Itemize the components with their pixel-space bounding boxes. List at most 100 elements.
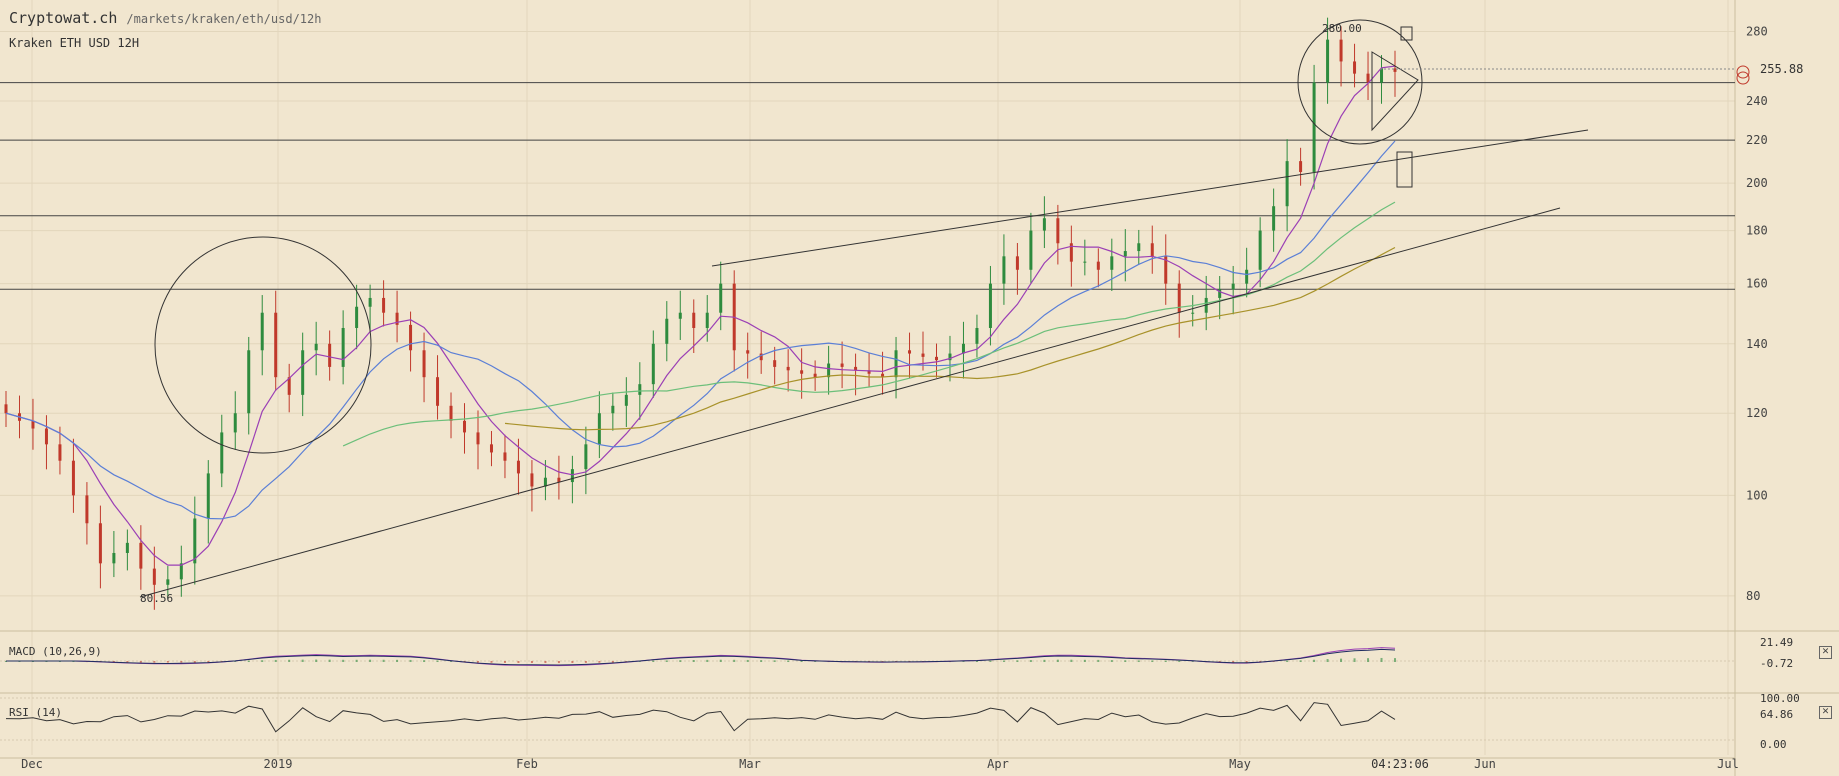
candle-body — [867, 370, 871, 374]
rsi-close-icon[interactable]: ✕ — [1819, 706, 1832, 719]
highlight-circle — [154, 236, 372, 454]
candle-body — [476, 432, 480, 445]
candle-body — [463, 420, 467, 433]
macd-histogram-bar — [301, 659, 304, 662]
macd-histogram-bar — [1151, 660, 1154, 662]
candle-body — [1056, 218, 1060, 244]
candle-body — [220, 432, 224, 474]
macd-histogram-bar — [1367, 658, 1370, 662]
candle-body — [665, 318, 669, 344]
candle-body — [489, 444, 493, 453]
candle-body — [409, 324, 413, 351]
candle-body — [85, 495, 89, 524]
candle-body — [746, 350, 750, 354]
candle-body — [1299, 161, 1303, 172]
candle-body — [1083, 261, 1087, 263]
candle-body — [813, 373, 817, 378]
macd-histogram-bar — [423, 660, 426, 662]
macd-histogram-bar — [1070, 659, 1073, 662]
candle-body — [301, 350, 305, 395]
rsi-tick-label: 100.00 — [1760, 692, 1800, 705]
candle-body — [786, 366, 790, 371]
macd-histogram-bar — [544, 661, 547, 664]
candle-body — [988, 283, 992, 328]
candle-body — [139, 542, 143, 569]
macd-histogram-bar — [139, 661, 142, 663]
brand-name[interactable]: Cryptowat.ch — [9, 9, 118, 27]
candle-body — [1015, 256, 1019, 270]
candle-body — [1191, 312, 1195, 314]
macd-histogram-bar — [1097, 659, 1100, 662]
macd-histogram-bar — [733, 659, 736, 662]
candle-body — [557, 477, 561, 483]
candle-body — [651, 343, 655, 385]
candle-body — [260, 312, 264, 351]
macd-histogram-bar — [288, 659, 291, 662]
brand-header: Cryptowat.ch /markets/kraken/eth/usd/12h — [9, 9, 321, 27]
macd-histogram-bar — [746, 659, 749, 662]
macd-histogram-bar — [450, 660, 453, 662]
candle-body — [233, 413, 237, 433]
candle-body — [1096, 261, 1100, 270]
candle-body — [705, 312, 709, 328]
candle-body — [1231, 283, 1235, 290]
candle-body — [638, 384, 642, 395]
macd-histogram-bar — [342, 659, 345, 662]
macd-histogram-bar — [382, 659, 385, 662]
candle-body — [166, 579, 170, 585]
macd-histogram-bar — [1326, 659, 1329, 662]
candle-body — [355, 306, 359, 328]
macd-histogram-bar — [409, 659, 412, 662]
price-axis: 80 100 120 140 160 180 200 220 240 280 255.88 — [1746, 25, 1803, 603]
candle-body — [570, 469, 574, 483]
x-tick-label: 2019 — [264, 757, 293, 771]
low-price-label: 80.56 — [140, 592, 173, 605]
macd-histogram-bar — [719, 659, 722, 662]
market-subtitle: Kraken ETH USD 12H — [9, 36, 140, 50]
candle-body — [854, 366, 858, 371]
triangle-pattern — [1371, 51, 1419, 132]
macd-histogram-bar — [396, 659, 399, 662]
candle-body — [71, 460, 75, 496]
macd-histogram-bar — [153, 661, 156, 663]
candle-body — [516, 460, 520, 474]
x-tick-label: Dec — [21, 757, 43, 771]
candle-body — [31, 420, 35, 429]
candle-body — [1002, 256, 1006, 284]
macd-histogram-bar — [166, 661, 169, 663]
upper-trendline — [711, 129, 1589, 267]
candle-body — [881, 373, 885, 378]
macd-histogram-bar — [692, 660, 695, 662]
target-box — [1396, 151, 1413, 188]
alert-marker — [1736, 71, 1750, 85]
candle-body — [1258, 230, 1262, 270]
macd-histogram-bar — [1083, 659, 1086, 662]
support-resistance-lines — [0, 82, 1735, 290]
candle-body — [1245, 269, 1249, 284]
candle-body — [584, 444, 588, 470]
macd-histogram-bar — [1110, 660, 1113, 662]
candle-body — [1353, 61, 1357, 74]
candle-body — [274, 312, 278, 378]
macd-histogram-bar — [1191, 660, 1194, 662]
macd-signal-line — [6, 648, 1396, 666]
candle-body — [314, 343, 318, 351]
macd-histogram-bar — [112, 661, 115, 663]
macd-histogram-bar — [1394, 658, 1396, 662]
highlight-circle — [1297, 19, 1423, 145]
macd-histogram-bar — [274, 659, 277, 662]
y-tick-label: 160 — [1746, 277, 1768, 291]
macd-histogram-bar — [517, 661, 520, 663]
macd-histogram-bar — [1043, 659, 1046, 662]
macd-histogram-bar — [193, 661, 196, 663]
candle-body — [152, 568, 156, 585]
macd-histogram-bar — [665, 660, 668, 662]
macd-close-icon[interactable]: ✕ — [1819, 646, 1832, 659]
macd-histogram-bar — [476, 661, 479, 663]
candle-body — [773, 360, 777, 367]
candle-body — [436, 377, 440, 406]
macd-histogram-bar — [557, 661, 560, 664]
grid-lines — [0, 0, 1736, 776]
candle-body — [382, 297, 386, 313]
